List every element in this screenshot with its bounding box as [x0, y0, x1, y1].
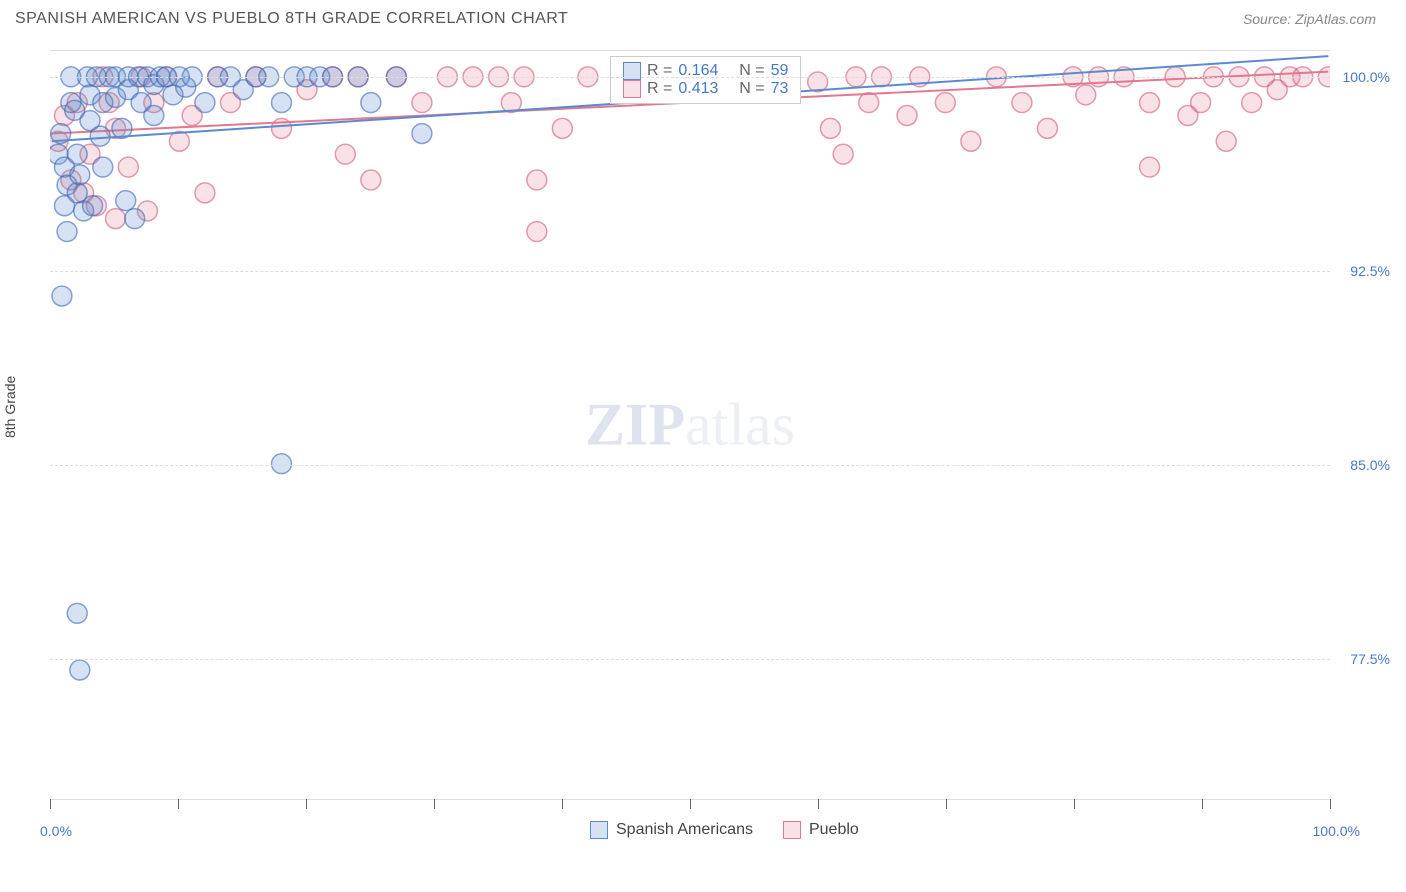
data-point: [361, 93, 381, 113]
data-point: [272, 93, 292, 113]
data-point: [90, 126, 110, 146]
data-point: [169, 131, 189, 151]
data-point: [272, 454, 292, 474]
r-label-pueblo: R =: [647, 80, 672, 98]
data-point: [412, 124, 432, 144]
x-tick: [1202, 799, 1203, 809]
data-point: [67, 603, 87, 623]
x-tick: [1330, 799, 1331, 809]
chart-plot-area: ZIPatlas R = 0.164 N = 59 R = 0.413 N = …: [50, 50, 1330, 800]
data-point: [1140, 157, 1160, 177]
data-point: [412, 93, 432, 113]
data-point: [527, 222, 547, 242]
data-point: [820, 118, 840, 138]
r-value-pueblo: 0.413: [678, 80, 718, 98]
grid-line: [50, 77, 1330, 78]
data-point: [897, 106, 917, 126]
data-point: [70, 165, 90, 185]
data-point: [1076, 85, 1096, 105]
data-point: [70, 660, 90, 680]
chart-title: SPANISH AMERICAN VS PUEBLO 8TH GRADE COR…: [15, 10, 568, 28]
data-point: [1140, 93, 1160, 113]
x-tick: [562, 799, 563, 809]
x-tick: [946, 799, 947, 809]
data-point: [195, 93, 215, 113]
x-tick: [1074, 799, 1075, 809]
y-tick-label: 85.0%: [1350, 457, 1390, 473]
y-axis-label: 8th Grade: [2, 376, 18, 438]
data-point: [1191, 93, 1211, 113]
legend-swatch-pueblo: [783, 821, 801, 839]
x-tick: [690, 799, 691, 809]
data-point: [335, 144, 355, 164]
x-tick: [434, 799, 435, 809]
data-point: [195, 183, 215, 203]
data-point: [552, 118, 572, 138]
data-point: [52, 286, 72, 306]
swatch-pueblo: [623, 80, 641, 98]
legend-swatch-spanish: [590, 821, 608, 839]
data-point: [1012, 93, 1032, 113]
scatter-plot-svg: [50, 51, 1330, 799]
grid-line: [50, 659, 1330, 660]
n-label-pueblo: N =: [739, 80, 764, 98]
x-axis-start-label: 0.0%: [40, 823, 72, 839]
series-legend: Spanish Americans Pueblo: [590, 821, 859, 839]
data-point: [83, 196, 103, 216]
data-point: [125, 209, 145, 229]
y-tick-label: 100.0%: [1343, 69, 1390, 85]
x-tick: [178, 799, 179, 809]
correlation-legend: R = 0.164 N = 59 R = 0.413 N = 73: [610, 56, 801, 104]
data-point: [1037, 118, 1057, 138]
legend-item-pueblo: Pueblo: [783, 821, 859, 839]
x-axis-end-label: 100.0%: [1313, 823, 1360, 839]
legend-item-spanish: Spanish Americans: [590, 821, 753, 839]
x-tick: [818, 799, 819, 809]
data-point: [961, 131, 981, 151]
data-point: [527, 170, 547, 190]
n-value-pueblo: 73: [771, 80, 789, 98]
data-point: [118, 157, 138, 177]
data-point: [1242, 93, 1262, 113]
legend-label-spanish: Spanish Americans: [616, 821, 753, 839]
data-point: [859, 93, 879, 113]
data-point: [106, 209, 126, 229]
data-point: [116, 191, 136, 211]
data-point: [361, 170, 381, 190]
y-tick-label: 92.5%: [1350, 263, 1390, 279]
x-tick: [50, 799, 51, 809]
data-point: [833, 144, 853, 164]
x-tick: [306, 799, 307, 809]
data-point: [93, 157, 113, 177]
data-point: [1216, 131, 1236, 151]
source-label: Source: ZipAtlas.com: [1243, 11, 1376, 27]
legend-label-pueblo: Pueblo: [809, 821, 859, 839]
data-point: [935, 93, 955, 113]
y-tick-label: 77.5%: [1350, 651, 1390, 667]
data-point: [144, 106, 164, 126]
grid-line: [50, 465, 1330, 466]
grid-line: [50, 271, 1330, 272]
correlation-row-pueblo: R = 0.413 N = 73: [623, 80, 788, 98]
data-point: [67, 144, 87, 164]
data-point: [57, 222, 77, 242]
